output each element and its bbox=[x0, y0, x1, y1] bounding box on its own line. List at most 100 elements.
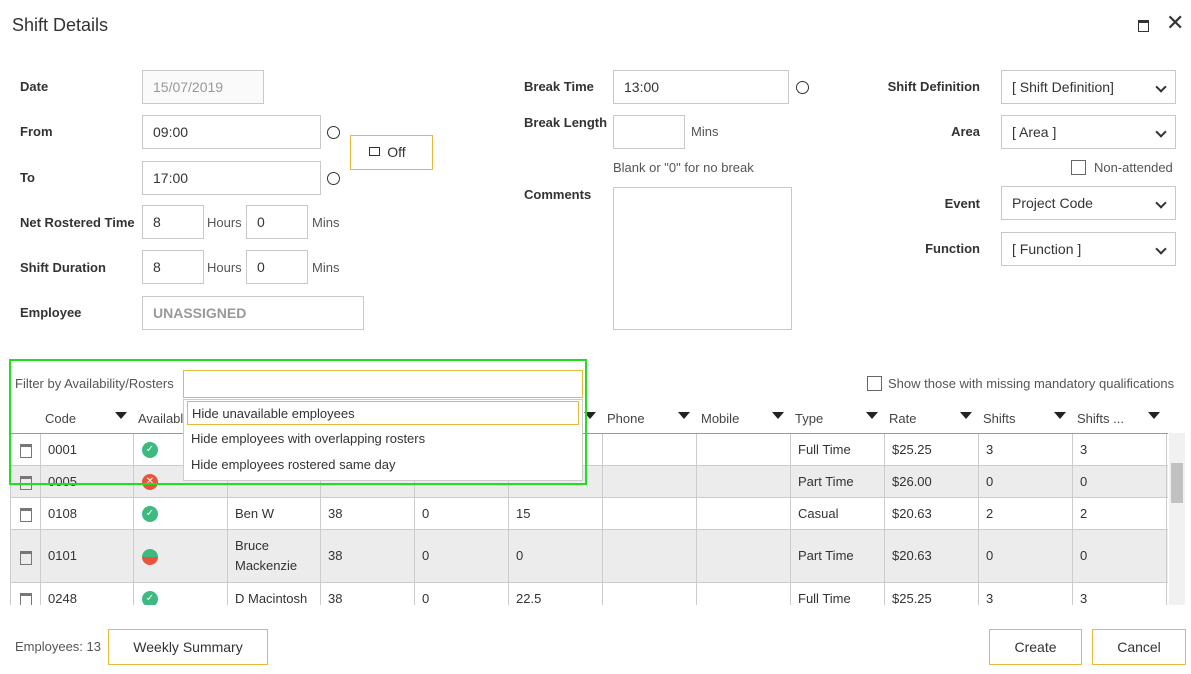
maximize-button[interactable] bbox=[1138, 20, 1149, 32]
column-header: Type bbox=[795, 411, 824, 426]
from-input[interactable]: 09:00 bbox=[142, 115, 321, 149]
label: Break Length bbox=[524, 115, 608, 130]
cell bbox=[134, 530, 228, 582]
cell: $20.63 bbox=[885, 530, 979, 582]
create-button[interactable]: Create bbox=[989, 629, 1082, 665]
cell bbox=[11, 530, 41, 582]
cell: Bruce Mackenzie bbox=[228, 530, 321, 582]
break-length-input[interactable] bbox=[613, 115, 685, 149]
column-header: Mobile bbox=[701, 411, 740, 426]
filter-icon[interactable] bbox=[960, 412, 972, 419]
lock-label: Off bbox=[387, 144, 406, 160]
cell: 0001 bbox=[41, 434, 134, 465]
hours-input[interactable]: 8 bbox=[142, 250, 204, 284]
cell: Full Time bbox=[791, 434, 885, 465]
table-header: Code Availabl Phone Mobile Type Rate Shifts Shi… bbox=[10, 405, 1168, 433]
cell: 0 bbox=[415, 530, 509, 582]
cell: 2 bbox=[979, 498, 1073, 529]
table-row[interactable]: 0108 Ben W 38 0 15 Casual $20.63 2 2 ✓ bbox=[11, 498, 1168, 530]
cell: 0 bbox=[1073, 466, 1167, 497]
cell bbox=[603, 583, 697, 605]
function-select[interactable]: [ Function ] bbox=[1001, 232, 1176, 266]
cell: 0 bbox=[415, 498, 509, 529]
employee-input[interactable]: UNASSIGNED bbox=[142, 296, 364, 330]
table-row[interactable]: 0101 Bruce Mackenzie 38 0 0 Part Time $20.63 0 0 bbox=[11, 530, 1168, 583]
cell: 0248 bbox=[41, 583, 134, 605]
cell bbox=[603, 434, 697, 465]
weekly-summary-button[interactable]: Weekly Summary bbox=[108, 629, 268, 665]
dropdown-option[interactable]: Hide employees rostered same day bbox=[191, 457, 396, 472]
clock-icon[interactable] bbox=[327, 172, 340, 185]
row-icon[interactable] bbox=[20, 550, 32, 565]
cell: $20.63 bbox=[885, 498, 979, 529]
comments-textarea[interactable] bbox=[613, 187, 792, 330]
shift-definition-select[interactable]: [ Shift Definition] bbox=[1001, 70, 1176, 104]
mins-input[interactable]: 0 bbox=[246, 205, 308, 239]
row-icon[interactable] bbox=[20, 444, 32, 458]
table-body: 0001 Full Time $25.25 3 3 ✓ 0005 Part Time $26.0… bbox=[10, 433, 1168, 605]
cell: 38 bbox=[321, 530, 415, 582]
break-time-input[interactable]: 13:00 bbox=[613, 70, 789, 104]
event-select[interactable]: Project Code bbox=[1001, 186, 1176, 220]
cell: $25.25 bbox=[885, 583, 979, 605]
filter-icon[interactable] bbox=[115, 412, 127, 419]
label: Net Rostered Time bbox=[20, 215, 135, 230]
filter-icon[interactable] bbox=[772, 412, 784, 419]
column-header: Shifts ... bbox=[1077, 411, 1124, 426]
checkbox[interactable] bbox=[1071, 160, 1086, 175]
cell bbox=[603, 530, 697, 582]
close-button[interactable]: ✕ bbox=[1166, 10, 1185, 35]
cell: 0 bbox=[979, 530, 1073, 582]
label: Event bbox=[944, 196, 980, 211]
area-select[interactable]: [ Area ] bbox=[1001, 115, 1176, 149]
checkbox[interactable] bbox=[867, 376, 882, 391]
clock-icon[interactable] bbox=[796, 81, 809, 94]
cancel-button[interactable]: Cancel bbox=[1092, 629, 1186, 665]
cell: 3 bbox=[979, 434, 1073, 465]
column-header: Phone bbox=[607, 411, 645, 426]
availability-icon: ✓ bbox=[142, 506, 158, 522]
hours-input[interactable]: 8 bbox=[142, 205, 204, 239]
dropdown-option[interactable]: Hide employees with overlapping rosters bbox=[191, 431, 426, 446]
row-icon[interactable] bbox=[20, 508, 32, 522]
cell: 0 bbox=[979, 466, 1073, 497]
scrollbar[interactable] bbox=[1169, 433, 1185, 605]
table-row[interactable]: 0248 D Macintosh 38 0 22.5 Full Time $25.25 3 3 ✓ bbox=[11, 583, 1168, 605]
column-header: Rate bbox=[889, 411, 917, 426]
cell bbox=[415, 466, 509, 497]
cell: 0101 bbox=[41, 530, 134, 582]
cell bbox=[697, 530, 791, 582]
cell bbox=[11, 466, 41, 497]
mins-input[interactable]: 0 bbox=[246, 250, 308, 284]
label: From bbox=[20, 124, 53, 139]
label: Shift Definition bbox=[887, 79, 980, 94]
filter-icon[interactable] bbox=[866, 412, 878, 419]
cell: D Macintosh bbox=[228, 583, 321, 605]
filter-label: Filter by Availability/Rosters bbox=[15, 376, 174, 391]
dropdown-option[interactable]: Hide unavailable employees bbox=[187, 401, 579, 425]
cell bbox=[11, 434, 41, 465]
filter-icon[interactable] bbox=[678, 412, 690, 419]
to-input[interactable]: 17:00 bbox=[142, 161, 321, 195]
lock-button[interactable]: Off bbox=[350, 135, 433, 170]
cell: 3 bbox=[1073, 434, 1167, 465]
checkbox-label: Non-attended bbox=[1094, 160, 1173, 175]
filter-input[interactable] bbox=[183, 370, 583, 398]
cell: 0108 bbox=[41, 498, 134, 529]
column-header: Availabl bbox=[138, 411, 184, 426]
filter-icon[interactable] bbox=[1054, 412, 1066, 419]
filter-icon[interactable] bbox=[1148, 412, 1160, 419]
employee-count: Employees: 13 bbox=[15, 639, 101, 654]
unit: Mins bbox=[691, 124, 719, 139]
cell bbox=[11, 583, 41, 605]
column-header: Code bbox=[45, 411, 77, 426]
scrollbar-thumb[interactable] bbox=[1171, 463, 1183, 503]
row-icon[interactable] bbox=[20, 593, 32, 605]
cell bbox=[697, 434, 791, 465]
cell: 3 bbox=[979, 583, 1073, 605]
unit: Mins bbox=[312, 260, 340, 275]
clock-icon[interactable] bbox=[327, 126, 340, 139]
cell: Casual bbox=[791, 498, 885, 529]
filter-icon[interactable] bbox=[584, 412, 596, 419]
availability-icon: ✕ bbox=[142, 474, 158, 490]
